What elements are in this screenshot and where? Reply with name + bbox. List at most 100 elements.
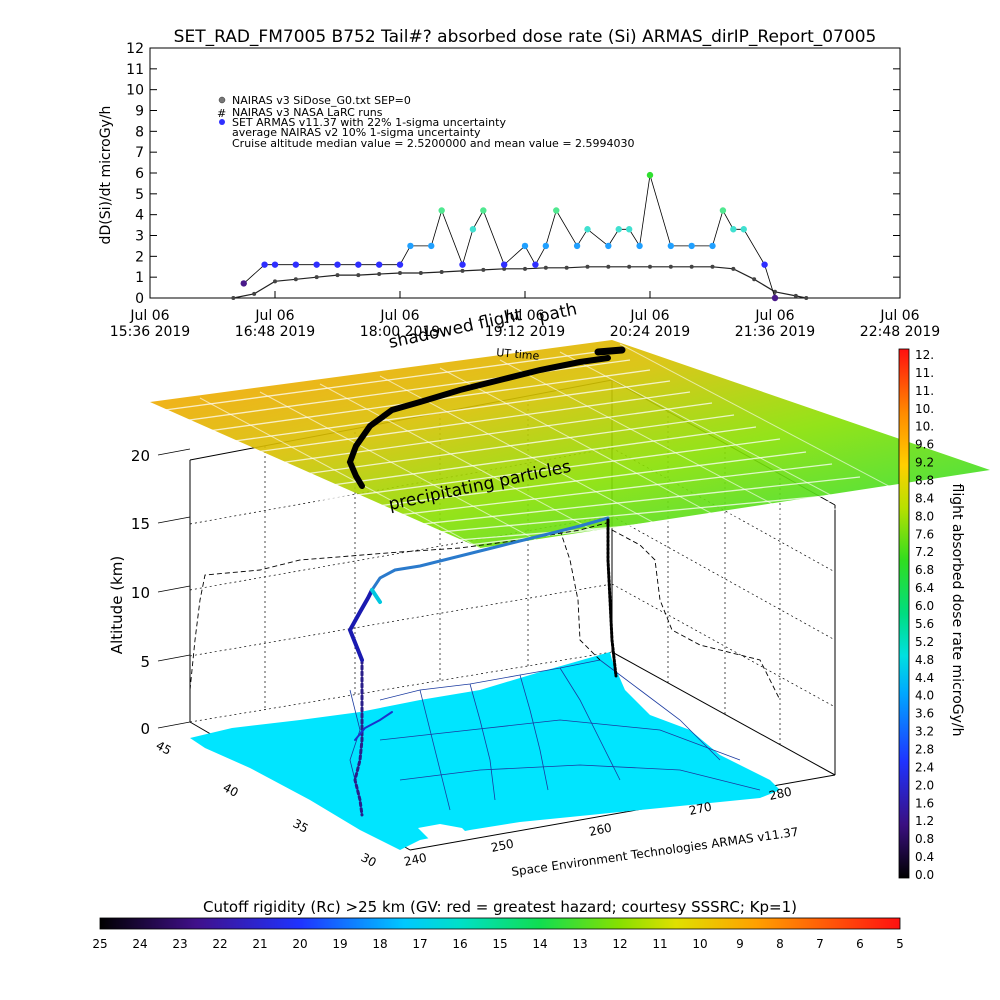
armas-point [375, 261, 383, 268]
nairas-point [377, 272, 382, 277]
armas-point [480, 207, 487, 214]
armas-point [240, 280, 247, 287]
bottom-colorbar-tick-label: 16 [452, 937, 467, 951]
right-colorbar-tick-label: 8.8 [915, 474, 934, 488]
latitude-tick-label: 30 [359, 850, 379, 870]
top-y-tick-label: 9 [135, 104, 144, 120]
top-x-tick-label-line1: Jul 06 [379, 308, 419, 324]
top-x-tick-label-line2: 21:36 2019 [735, 324, 815, 340]
label-path: path [537, 299, 579, 327]
right-colorbar-tick-label: 3.6 [915, 707, 934, 721]
z-axis-label: Altitude (km) [108, 556, 126, 654]
z-tick [157, 585, 191, 593]
top-y-tick-label: 8 [135, 124, 144, 140]
right-colorbar-tick-label: 7.6 [915, 527, 934, 541]
nairas-point [804, 296, 809, 300]
armas-point [271, 261, 279, 268]
bottom-colorbar-tick-label: 20 [292, 937, 307, 951]
armas-point [761, 261, 768, 268]
nairas-point [543, 265, 548, 270]
right-colorbar-tick-label: 2.8 [915, 742, 934, 756]
right-colorbar-gradient [898, 348, 910, 879]
bottom-colorbar: Cutoff rigidity (Rc) >25 km (GV: red = g… [92, 898, 903, 951]
latitude-tick-label: 35 [291, 816, 311, 836]
top-x-tick-label-line2: 20:24 2019 [610, 324, 690, 340]
top-y-tick-label: 10 [126, 83, 144, 99]
right-colorbar-tick-label: 9.2 [915, 456, 934, 470]
top-x-tick-label-line2: 16:48 2019 [235, 324, 315, 340]
armas-point [396, 261, 404, 268]
nairas-point [793, 293, 798, 298]
bottom-colorbar-tick-label: 7 [816, 937, 824, 951]
bottom-colorbar-tick-label: 24 [132, 937, 147, 951]
longitude-tick-label: 270 [688, 799, 713, 817]
bottom-colorbar-tick-label: 22 [212, 937, 227, 951]
z-tick [157, 721, 191, 729]
legend-entry-armas: SET ARMAS v11.37 with 22% 1-sigma uncert… [232, 116, 506, 129]
nairas-point [502, 266, 507, 271]
bottom-colorbar-ticks: 25 24 23 22 21 20 19 18 17 16 15 14 13 12 11 10 9 8 7 6 5 [92, 937, 903, 951]
legend-marker-armas [219, 119, 225, 125]
armas-point [636, 242, 643, 250]
longitude-tick-label: 250 [490, 836, 515, 854]
bottom-colorbar-tick-label: 9 [736, 937, 744, 951]
top-x-tick-label-line2: 18:00 2019 [360, 324, 440, 340]
armas-point [469, 226, 477, 233]
right-colorbar: 12. 11. 11. 10. 10. 9.6 9.2 8.8 8.4 8.0 7.6 7.2 6.8 6… [898, 348, 965, 882]
armas-point [667, 242, 675, 250]
map-borders [349, 659, 761, 811]
armas-point [407, 242, 414, 250]
nairas-point [293, 277, 298, 282]
armas-point [688, 242, 695, 250]
nairas-point [231, 296, 236, 300]
right-colorbar-tick-label: 5.2 [915, 635, 934, 649]
armas-point [709, 242, 716, 250]
bottom-colorbar-tick-label: 8 [776, 937, 784, 951]
top-plot-frame [149, 47, 901, 299]
longitude-tick-label: 240 [403, 850, 428, 868]
legend-entry-nairas-g0: NAIRAS v3 SiDose_G0.txt SEP=0 [232, 94, 411, 107]
nairas-point [648, 264, 652, 269]
right-colorbar-tick-label: 11. [915, 384, 934, 398]
nairas-point [356, 273, 361, 278]
z-tick [157, 448, 191, 456]
legend-entry-nairas-v2: average NAIRAS v2 10% 1-sigma uncertaint… [232, 126, 481, 139]
nairas-point [481, 267, 486, 272]
nairas-point [273, 279, 277, 284]
right-colorbar-tick-label: 11. [915, 366, 934, 380]
right-colorbar-tick-label: 2.0 [915, 778, 934, 792]
nairas-point [398, 271, 402, 275]
top-y-tick-label: 0 [135, 291, 144, 307]
top-y-tick-label: 2 [135, 249, 144, 265]
right-colorbar-tick-label: 8.4 [915, 491, 934, 505]
z-tick-label: 5 [140, 653, 150, 671]
top-x-tick-label-line1: Jul 06 [129, 308, 169, 324]
latitude-ticks: 45 40 35 30 [154, 738, 379, 870]
map-white-patch [418, 824, 470, 842]
right-colorbar-tick-label: 0.8 [915, 832, 934, 846]
credit-text: Space Environment Technologies ARMAS v11… [510, 825, 799, 879]
right-colorbar-tick-label: 10. [915, 420, 934, 434]
armas-point [740, 226, 747, 233]
bottom-colorbar-tick-label: 14 [532, 937, 547, 951]
nairas-point [585, 264, 590, 269]
top-x-tick-label-line1: Jul 06 [754, 308, 794, 324]
armas-point [730, 226, 737, 233]
right-colorbar-tick-label: 5.6 [915, 617, 934, 631]
armas-point [573, 242, 581, 250]
top-x-tick-label-line2: 15:36 2019 [110, 324, 190, 340]
right-colorbar-tick-label: 2.4 [915, 760, 934, 774]
nairas-point [731, 266, 736, 271]
bottom-colorbar-tick-label: 21 [252, 937, 267, 951]
nairas-point [418, 271, 423, 275]
top-y-tick-label: 5 [135, 187, 144, 203]
longitude-ticks: 240 250 260 270 280 [403, 784, 793, 868]
nairas-point [252, 291, 257, 296]
right-colorbar-tick-label: 4.4 [915, 671, 934, 685]
series-line-armas [243, 174, 776, 299]
right-colorbar-tick-label: 6.0 [915, 599, 934, 613]
legend-marker-nairas-g0 [218, 96, 226, 104]
armas-point [532, 261, 539, 268]
